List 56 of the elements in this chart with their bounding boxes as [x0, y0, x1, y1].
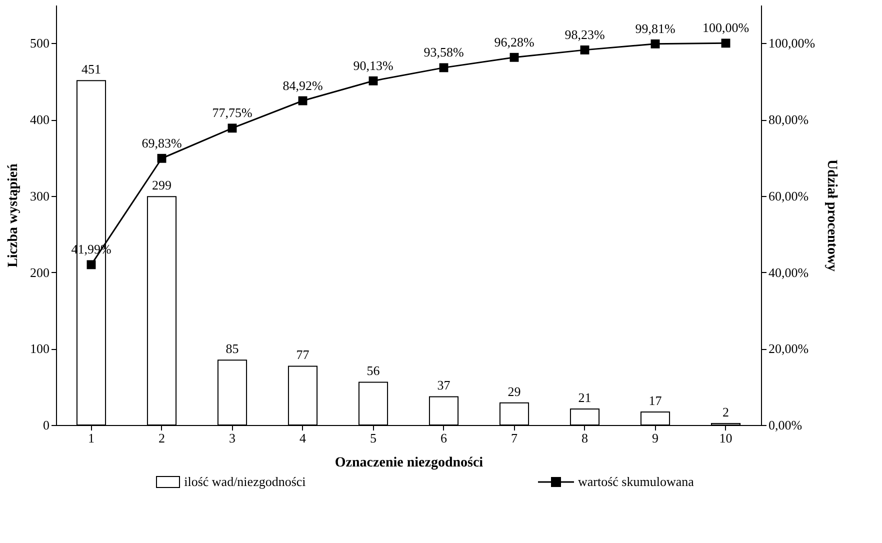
data-label: 99,81% [635, 20, 676, 36]
data-label: 84,92% [282, 78, 323, 93]
point [439, 63, 448, 72]
x-tick-label: 8 [582, 430, 588, 446]
point [580, 45, 590, 54]
data-label: 77,75% [212, 105, 252, 120]
y2-tick-label: 100,00% [768, 36, 816, 51]
y2-tick-label: 20,00% [768, 341, 809, 356]
data-label: 37 [437, 378, 451, 393]
point [510, 52, 519, 62]
y2-tick-label: 80,00% [768, 112, 809, 128]
point [650, 39, 660, 48]
data-label: 85 [226, 341, 239, 356]
legend-label: wartość skumulowana [578, 474, 694, 490]
x-tick-label: 10 [719, 430, 732, 446]
point [721, 38, 730, 48]
point [368, 76, 378, 86]
data-label: 451 [82, 62, 101, 77]
data-label: 90,13% [353, 58, 394, 73]
point [157, 154, 166, 163]
legend-label: ilość wad/niezgodności [184, 474, 306, 490]
y2-tick-label: 60,00% [768, 188, 809, 204]
data-label: 29 [508, 384, 521, 399]
data-label: 56 [366, 363, 380, 378]
data-label: 299 [152, 178, 172, 193]
x-tick-label: 1 [88, 430, 94, 446]
x-tick-label: 3 [229, 430, 236, 446]
x-tick-label: 6 [440, 430, 448, 446]
x-tick-label: 2 [158, 430, 165, 446]
point [86, 260, 96, 270]
data-label: 100,00% [702, 20, 750, 36]
point [298, 96, 308, 106]
data-label: 93,58% [424, 44, 464, 60]
x-tick-label: 5 [370, 430, 376, 446]
y-tick-label: 500 [30, 36, 50, 51]
x-tick-label: 4 [300, 430, 306, 446]
x-tick-label: 9 [652, 430, 658, 446]
data-label: 2 [722, 404, 729, 420]
data-label: 69,83% [142, 135, 182, 150]
data-label: 77 [296, 347, 310, 362]
y2-tick-label: 40,00% [768, 264, 809, 280]
data-label: 96,28% [494, 34, 534, 50]
y2-tick-label: 0,00% [768, 418, 802, 432]
x-tick-label: 7 [511, 430, 518, 446]
data-label: 98,23% [564, 26, 605, 42]
y-tick-label: 100 [30, 341, 50, 356]
y-tick-label: 300 [30, 188, 50, 204]
x-axis-title: Oznaczenie niezgodności [334, 456, 484, 470]
y-tick-label: 400 [30, 112, 50, 128]
y2-axis-title: Udział procentowy [824, 159, 840, 272]
y-tick-label: 0 [43, 418, 50, 432]
data-label: 21 [578, 390, 592, 405]
y-tick-label: 200 [30, 264, 50, 280]
y-axis-title: Liczba wystąpień [6, 163, 21, 268]
point [228, 124, 237, 133]
data-label: 17 [648, 393, 662, 408]
